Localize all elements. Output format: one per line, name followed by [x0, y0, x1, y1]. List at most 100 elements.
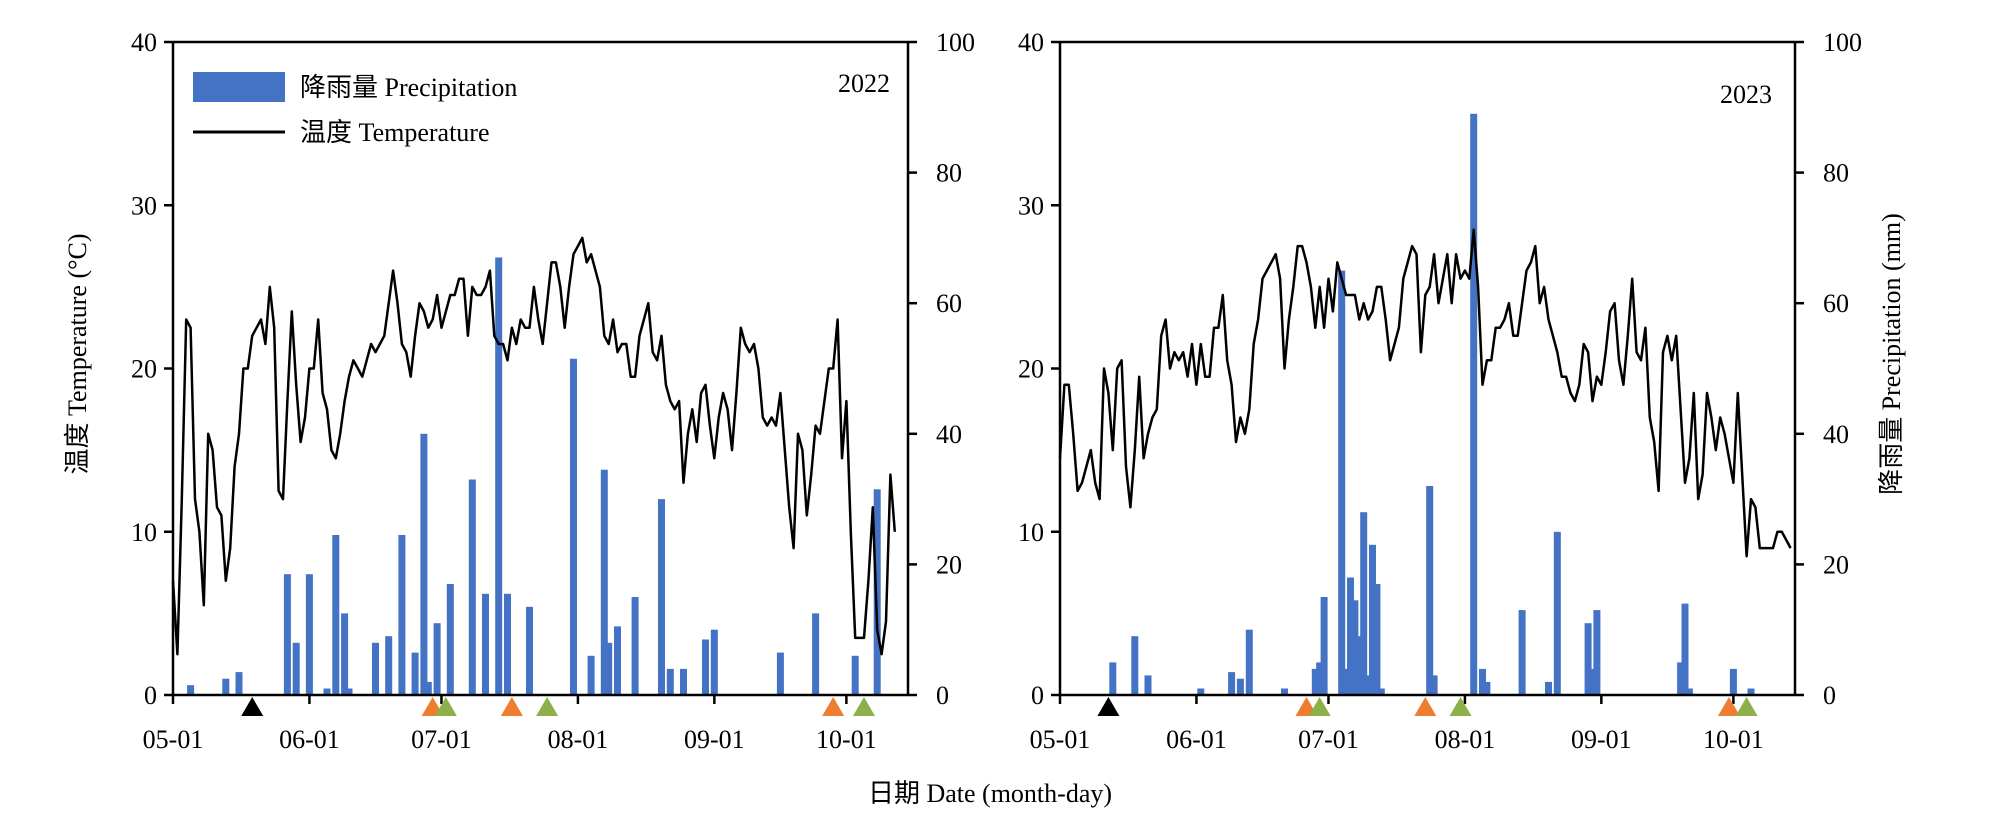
precip-bar	[812, 613, 820, 695]
precip-bar	[283, 574, 291, 695]
y-left-tick-label: 30	[1018, 191, 1044, 220]
x-tick-label: 06-01	[279, 725, 340, 754]
y-left-tick-label: 40	[1018, 28, 1044, 57]
precip-bar	[1364, 675, 1372, 695]
x-tick-label: 09-01	[1571, 725, 1632, 754]
precip-bar	[420, 433, 428, 695]
precip-bar	[851, 655, 859, 695]
precip-bar	[1351, 600, 1359, 695]
precip-bar	[776, 652, 784, 695]
y-right-tick-label: 60	[1823, 289, 1849, 318]
precip-bar	[605, 642, 613, 695]
x-tick-label: 06-01	[1166, 725, 1227, 754]
precip-bar	[587, 655, 595, 695]
precip-bar	[666, 668, 674, 695]
y-left-tick-label: 10	[1018, 518, 1044, 547]
y-left-tick-label: 0	[144, 681, 157, 710]
temperature-line	[1058, 228, 1792, 558]
precip-bar	[468, 479, 476, 695]
precip-bar	[1553, 531, 1561, 696]
y-left-axis-title: 温度 Temperature (°C)	[63, 233, 92, 474]
precip-bar	[385, 636, 393, 695]
precip-bar	[600, 469, 608, 695]
precip-bar	[372, 642, 379, 695]
precip-bar	[433, 623, 441, 695]
panel-year-label: 2023	[1720, 80, 1772, 109]
precip-bar	[341, 613, 349, 695]
y-right-tick-label: 100	[1823, 28, 1862, 57]
panel-2023: 0 10 20 30 40 0 20 40 60 80 100 05-01 06-01 07-01 08-0…	[1018, 28, 1862, 754]
panel-year-label: 2022	[838, 69, 890, 98]
precip-bar	[1342, 668, 1350, 695]
y-right-tick-label: 100	[936, 28, 975, 57]
precip-bar	[680, 668, 687, 695]
precip-bar	[1584, 623, 1592, 695]
legend: 降雨量 Precipitation 温度 Temperature	[193, 72, 517, 147]
precip-bar	[1479, 668, 1486, 695]
precip-bar	[1729, 668, 1737, 695]
precip-bar	[504, 593, 511, 695]
precip-bar	[1338, 270, 1346, 695]
legend-precip-swatch	[193, 72, 285, 102]
stage-marker-green	[1308, 697, 1331, 716]
precip-bar	[1426, 486, 1434, 695]
stage-marker-green	[1449, 697, 1472, 716]
precip-bar	[332, 535, 340, 695]
y-right-tick-label: 40	[1823, 420, 1849, 449]
precip-bar	[1369, 544, 1376, 695]
precip-bar	[1320, 597, 1328, 695]
precip-bar	[292, 642, 300, 695]
legend-precip-label: 降雨量 Precipitation	[300, 73, 517, 102]
stage-marker-green	[434, 697, 457, 716]
panel-2022: 0 10 20 30 40 0 20 40 60 80 100 05-01 06-01 07-01 08-0…	[131, 28, 975, 754]
y-right-tick-label: 80	[1823, 159, 1849, 188]
x-tick-label: 10-01	[816, 725, 877, 754]
y-right-tick-label: 20	[1823, 550, 1849, 579]
x-tick-label: 05-01	[1030, 725, 1091, 754]
precip-bar	[1197, 688, 1205, 695]
precip-bar	[1593, 610, 1601, 695]
legend-temp-label: 温度 Temperature	[300, 118, 490, 147]
precip-bar	[1144, 675, 1152, 695]
precip-bar	[658, 499, 665, 695]
precip-bar	[1377, 688, 1385, 695]
x-tick-label: 10-01	[1703, 725, 1764, 754]
precip-bar	[614, 626, 621, 695]
y-left-tick-label: 30	[131, 191, 157, 220]
y-left-tick-label: 0	[1031, 681, 1044, 710]
precip-bar	[323, 688, 331, 695]
precip-bar	[187, 685, 195, 695]
y-right-tick-label: 80	[936, 159, 962, 188]
precip-bar	[424, 681, 432, 695]
y-left-tick-label: 10	[131, 518, 157, 547]
y-left-tick-label: 20	[1018, 355, 1044, 384]
y-left-tick-label: 20	[131, 355, 157, 384]
precip-bar	[1245, 629, 1253, 695]
y-left-tick-label: 40	[131, 28, 157, 57]
precip-bar	[1685, 688, 1693, 695]
x-tick-label: 07-01	[411, 725, 472, 754]
precip-bar	[1545, 681, 1552, 695]
precip-bar	[1373, 584, 1381, 695]
y-right-tick-label: 0	[1823, 681, 1836, 710]
precip-bar	[710, 629, 718, 695]
precip-bar	[411, 652, 419, 695]
precip-bar	[570, 358, 577, 695]
precip-bar	[1360, 512, 1368, 695]
stage-marker-orange	[500, 697, 523, 716]
precip-bar	[222, 678, 230, 695]
stage-marker-orange	[822, 697, 845, 716]
precip-bar	[1677, 662, 1685, 695]
stage-marker-green	[1735, 697, 1758, 716]
precip-bar	[702, 639, 709, 695]
precip-bar	[1747, 688, 1755, 695]
precip-bar	[1131, 636, 1139, 695]
precip-bar	[305, 574, 313, 695]
precip-bar	[1518, 610, 1526, 695]
precip-bar	[873, 489, 881, 695]
precip-bar	[398, 535, 406, 695]
precip-bar	[1311, 668, 1319, 695]
precip-bar	[1236, 678, 1244, 695]
x-tick-label: 08-01	[548, 725, 609, 754]
stage-marker-green	[536, 697, 559, 716]
